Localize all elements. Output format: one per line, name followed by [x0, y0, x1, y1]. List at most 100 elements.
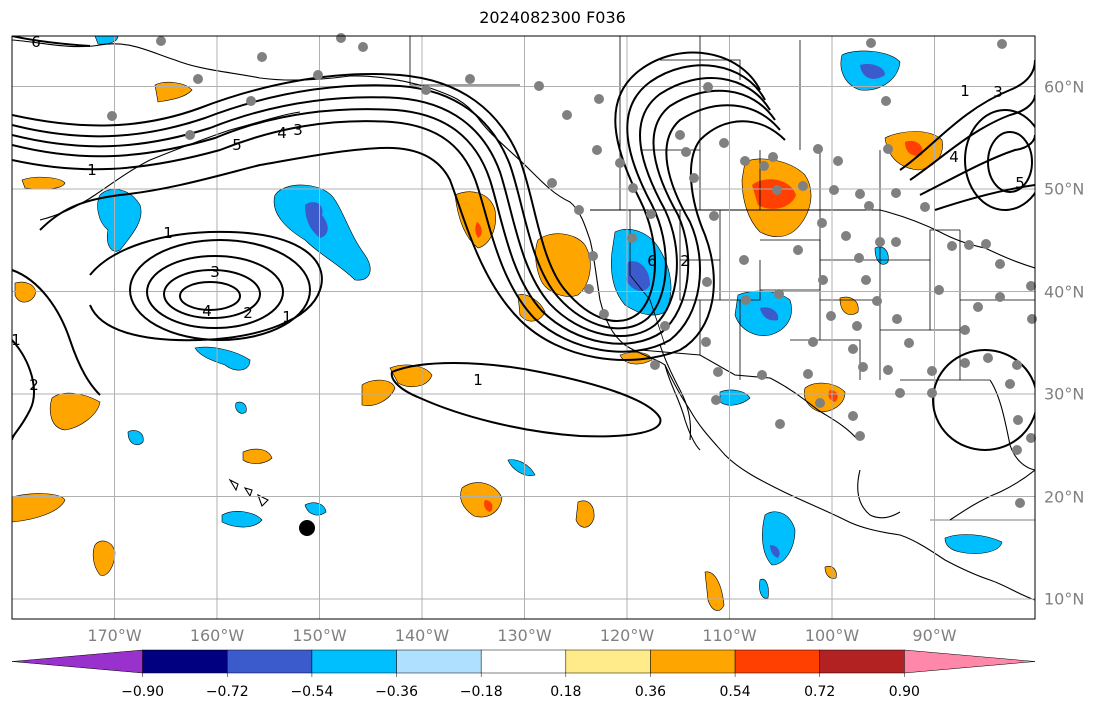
station-marker	[875, 237, 885, 247]
contour-label: 2	[680, 252, 690, 270]
station-marker	[891, 188, 901, 198]
station-marker	[156, 36, 166, 46]
station-marker	[646, 209, 656, 219]
station-marker	[772, 185, 782, 195]
colorbar-segment	[396, 649, 482, 674]
station-marker	[829, 185, 839, 195]
station-marker	[703, 82, 713, 92]
station-marker	[681, 147, 691, 157]
station-marker	[995, 259, 1005, 269]
station-marker	[574, 205, 584, 215]
anomaly-blob	[92, 540, 116, 576]
station-marker	[964, 240, 974, 250]
station-marker	[775, 419, 785, 429]
station-marker	[594, 94, 604, 104]
latitude-label: 30°N	[1044, 384, 1085, 404]
station-marker	[881, 96, 891, 106]
station-marker	[983, 353, 993, 363]
station-marker	[759, 161, 769, 171]
anomaly-blob	[475, 222, 482, 238]
anomaly-blob	[507, 459, 536, 476]
colorbar-tick-label: −0.90	[121, 684, 165, 700]
colorbar-segment	[142, 649, 228, 674]
anomaly-blob	[704, 571, 725, 611]
contour-label: 4	[949, 148, 959, 166]
station-marker	[588, 251, 598, 261]
latitude-label: 50°N	[1044, 179, 1085, 199]
station-marker	[740, 156, 750, 166]
colorbar-segment	[227, 649, 313, 674]
station-marker	[848, 344, 858, 354]
colorbar-tick-label: −0.54	[290, 684, 334, 700]
station-marker	[848, 411, 858, 421]
anomaly-blob	[154, 81, 193, 103]
anomaly-blob	[759, 578, 769, 599]
graticule	[12, 36, 1035, 619]
station-marker	[741, 295, 751, 305]
station-marker	[465, 74, 475, 84]
station-marker	[1015, 498, 1025, 508]
anomaly-blob	[575, 500, 595, 528]
anomaly-blob	[803, 382, 846, 413]
contour-label: 1	[163, 224, 173, 242]
station-marker	[628, 183, 638, 193]
station-marker	[872, 296, 882, 306]
station-marker	[858, 362, 868, 372]
station-marker	[826, 311, 836, 321]
colorbar-tick-label: −0.18	[459, 684, 503, 700]
station-marker	[883, 365, 893, 375]
contour-label: 6	[31, 33, 41, 51]
station-marker	[981, 239, 991, 249]
latitude-label: 10°N	[1044, 589, 1085, 609]
contour-label: 3	[293, 121, 303, 139]
station-marker	[599, 309, 609, 319]
station-marker	[904, 338, 914, 348]
contour-labels: 6 5 4 3 1 3 4 2 1 1 6 2 1 1 3 5 4 1 2	[11, 33, 1025, 394]
station-marker	[768, 152, 778, 162]
station-marker	[808, 337, 818, 347]
contour-label: 3	[210, 263, 220, 281]
station-marker	[891, 237, 901, 247]
station-marker	[818, 275, 828, 285]
anomaly-blob	[944, 534, 1003, 554]
station-marker	[803, 369, 813, 379]
anomaly-blob	[235, 401, 247, 414]
station-marker	[973, 302, 983, 312]
longitude-label: 130°W	[497, 626, 552, 645]
anomaly-blob	[305, 202, 328, 238]
anomaly-blob	[194, 346, 251, 371]
anomaly-blob	[49, 392, 101, 431]
station-marker	[798, 181, 808, 191]
station-marker	[1005, 379, 1015, 389]
station-marker	[421, 85, 431, 95]
colorbar-under-extension	[11, 649, 143, 674]
station-marker	[336, 33, 346, 43]
colorbar-segment	[565, 649, 651, 674]
colorbar-segment	[480, 649, 567, 674]
station-marker	[995, 292, 1005, 302]
anomaly-blob	[14, 281, 36, 303]
station-marker	[1026, 281, 1036, 291]
anomaly-blob	[828, 390, 838, 402]
station-marker	[833, 156, 843, 166]
colorbar-tick-label: 0.72	[804, 684, 836, 700]
station-marker	[793, 245, 803, 255]
anomaly-blob	[760, 307, 779, 321]
station-marker	[774, 289, 784, 299]
latitude-label: 60°N	[1044, 77, 1085, 96]
station-marker	[711, 395, 721, 405]
station-marker	[689, 173, 699, 183]
station-marker	[934, 285, 944, 295]
station-marker	[1012, 445, 1022, 455]
station-marker	[895, 388, 905, 398]
station-marker	[713, 367, 723, 377]
station-marker	[757, 370, 767, 380]
contour-label: 1	[282, 308, 292, 326]
map-frame	[11, 35, 1036, 620]
station-marker	[864, 201, 874, 211]
contour-label: 2	[243, 304, 253, 322]
contour-label: 4	[202, 302, 212, 320]
station-marker	[960, 358, 970, 368]
colorbar-tick-label: 0.90	[888, 684, 920, 700]
anomaly-blob	[839, 296, 859, 315]
